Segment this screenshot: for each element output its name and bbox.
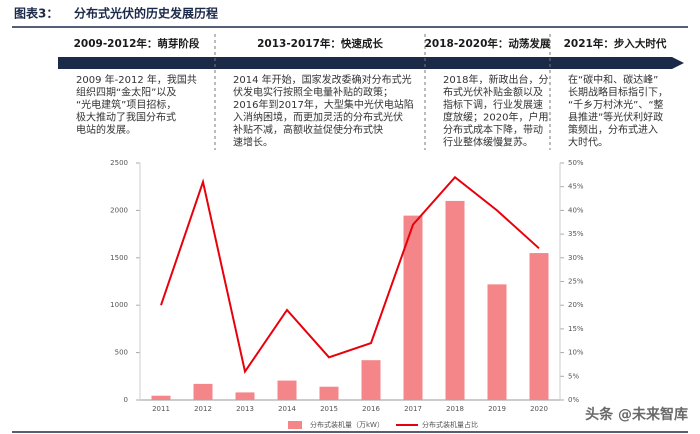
bar [319,386,339,400]
legend-swatch [288,421,302,429]
y-tick-label: 500 [115,349,128,357]
period-title: 2021年：步入大时代 [564,37,667,50]
figure-title: 分布式光伏的历史发展历程 [74,6,218,21]
period-text: “千乡万村沐光”、“整 [568,98,664,111]
x-tick-label: 2012 [194,405,212,413]
y-tick-label: 1000 [110,301,128,309]
y2-tick-label: 20% [568,301,584,309]
period-text: 分布式成本下降，带动 [443,123,543,136]
legend-label: 分布式装机量（万kW） [310,420,384,429]
bar [445,200,465,400]
y2-tick-label: 15% [568,325,584,333]
bar [403,215,423,400]
period-text: 长期战略目标指引下， [568,86,668,99]
x-tick-label: 2015 [320,405,338,413]
legend-label: 分布式装机量占比 [422,420,478,429]
timeline-arrow [58,57,684,69]
y-tick-label: 1500 [110,254,128,262]
x-tick-label: 2014 [278,405,296,413]
period-text: 布式光伏补贴金额以及 [443,86,543,99]
period-text: 速增长。 [233,136,273,149]
period-text: 伏发电实行按照全电量补贴的政策； [233,86,393,99]
period-text: 极大推动了我国分布式 [76,111,176,124]
period-text: 入消纳困境，而更加灵活的分布式光伏 [233,111,403,124]
period-text: 行业整体缓慢复苏。 [443,136,533,149]
period-text: 2016年到2017年，大型集中光伏电站陷 [233,98,414,111]
x-tick-label: 2020 [530,405,548,413]
bar [529,253,549,400]
period-text: 度放缓；2020年，户用 [443,111,548,124]
y2-tick-label: 5% [568,372,579,380]
y-tick-label: 2500 [110,159,128,167]
figure-label: 图表3： [14,6,58,21]
x-tick-label: 2018 [446,405,464,413]
y2-tick-label: 50% [568,159,584,167]
bar [277,380,297,400]
x-tick-label: 2017 [404,405,422,413]
bar [361,360,381,400]
y2-tick-label: 10% [568,349,584,357]
period-text: 大时代。 [568,136,608,149]
x-tick-label: 2013 [236,405,254,413]
y2-tick-label: 45% [568,183,584,191]
y2-tick-label: 0% [568,396,579,404]
line [160,175,540,375]
period-text: 补贴不减，高额收益促使分布式快 [233,123,383,136]
y2-tick-label: 35% [568,230,584,238]
period-text: 电站的发展。 [76,123,136,136]
period-text: 2018年，新政出台，分 [443,73,548,86]
x-tick-label: 2019 [488,405,506,413]
period-title: 2018-2020年：动荡发展 [425,37,551,50]
y2-tick-label: 40% [568,206,584,214]
bar [235,392,255,400]
period-text: 2009 年-2012 年，我国共 [76,73,197,86]
x-tick-label: 2011 [152,405,170,413]
period-text: 组织四期“金太阳”以及 [76,86,176,99]
y-tick-label: 2000 [110,206,128,214]
x-tick-label: 2016 [362,405,380,413]
period-text: 指标下调，行业发展速 [443,98,543,111]
period-title: 2013-2017年：快速成长 [257,37,383,50]
period-text: 2014 年开始，国家发改委确对分布式光 [233,73,412,86]
y-tick-label: 0 [124,396,128,404]
period-text: “光电建筑”项目招标， [76,98,176,111]
y2-tick-label: 25% [568,278,584,286]
watermark: 头条 @未来智库 [585,406,688,423]
period-text: 在“碳中和、碳达峰” [568,73,658,86]
bar [151,395,171,400]
bar [193,383,213,400]
period-title: 2009-2012年：萌芽阶段 [74,37,200,50]
period-text: 策频出，分布式进入 [568,123,658,136]
bar [487,284,507,400]
y2-tick-label: 30% [568,254,584,262]
period-text: 县推进”等光伏利好政 [568,111,663,124]
